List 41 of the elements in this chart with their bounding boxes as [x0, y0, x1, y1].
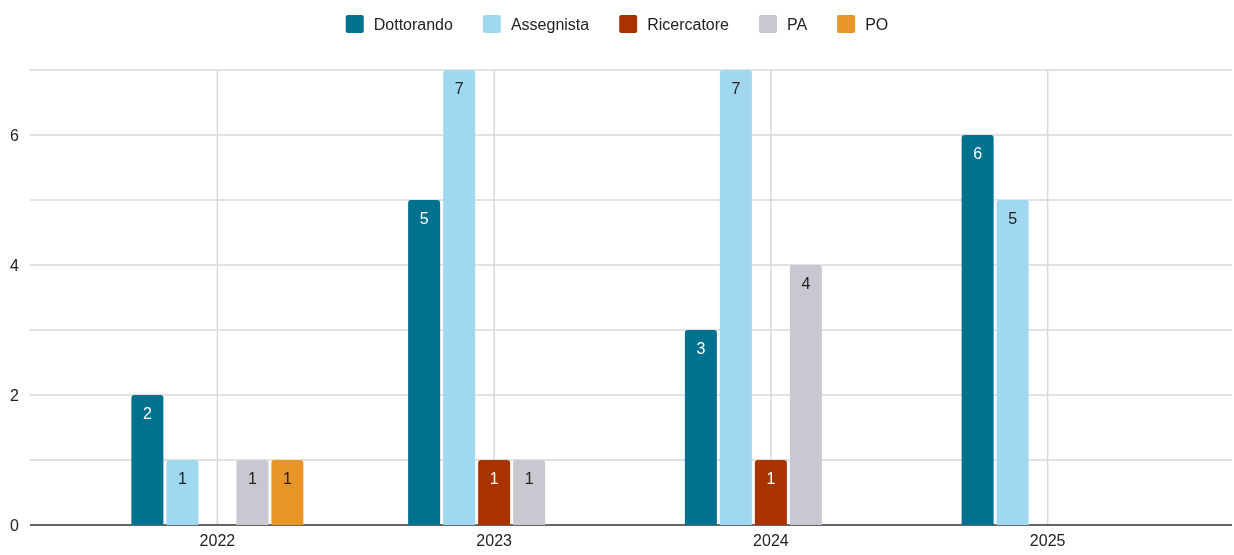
bar: [166, 460, 199, 525]
data-label: 3: [696, 340, 706, 357]
bar: [271, 460, 304, 525]
bar: [961, 135, 994, 525]
data-label: 5: [419, 210, 429, 227]
x-tick-label: 2022: [199, 532, 236, 550]
data-label: 6: [973, 145, 983, 162]
y-tick-label: 4: [10, 256, 20, 274]
bar: [754, 460, 787, 525]
bar: [236, 460, 269, 525]
data-label: 1: [247, 470, 257, 487]
bar: [513, 460, 546, 525]
y-tick-label: 2: [10, 386, 20, 404]
data-label: 5: [1008, 210, 1018, 227]
data-label: 1: [282, 470, 292, 487]
bar: [478, 460, 511, 525]
x-tick-label: 2024: [753, 532, 789, 550]
legend-label: PA: [786, 16, 808, 33]
data-label: 7: [454, 80, 464, 97]
data-label: 1: [766, 470, 776, 487]
legend-label: Assegnista: [510, 16, 590, 33]
data-label: 4: [801, 275, 811, 292]
bar: [996, 200, 1029, 525]
legend-label: Ricercatore: [647, 16, 730, 33]
data-label: 1: [489, 470, 499, 487]
data-label: 7: [731, 80, 741, 97]
legend-label: Dottorando: [373, 16, 453, 33]
bar: [789, 265, 822, 525]
data-label: 1: [177, 470, 187, 487]
bar: [719, 70, 752, 525]
bar: [131, 395, 164, 525]
data-label: 1: [524, 470, 534, 487]
y-tick-label: 6: [10, 126, 20, 144]
x-tick-label: 2023: [476, 532, 513, 550]
legend-label: PO: [865, 16, 889, 33]
x-tick-label: 2025: [1029, 532, 1066, 550]
y-tick-label: 0: [10, 516, 20, 534]
data-label: 2: [142, 405, 152, 422]
bar: [443, 70, 476, 525]
bar: [684, 330, 717, 525]
bar: [408, 200, 441, 525]
